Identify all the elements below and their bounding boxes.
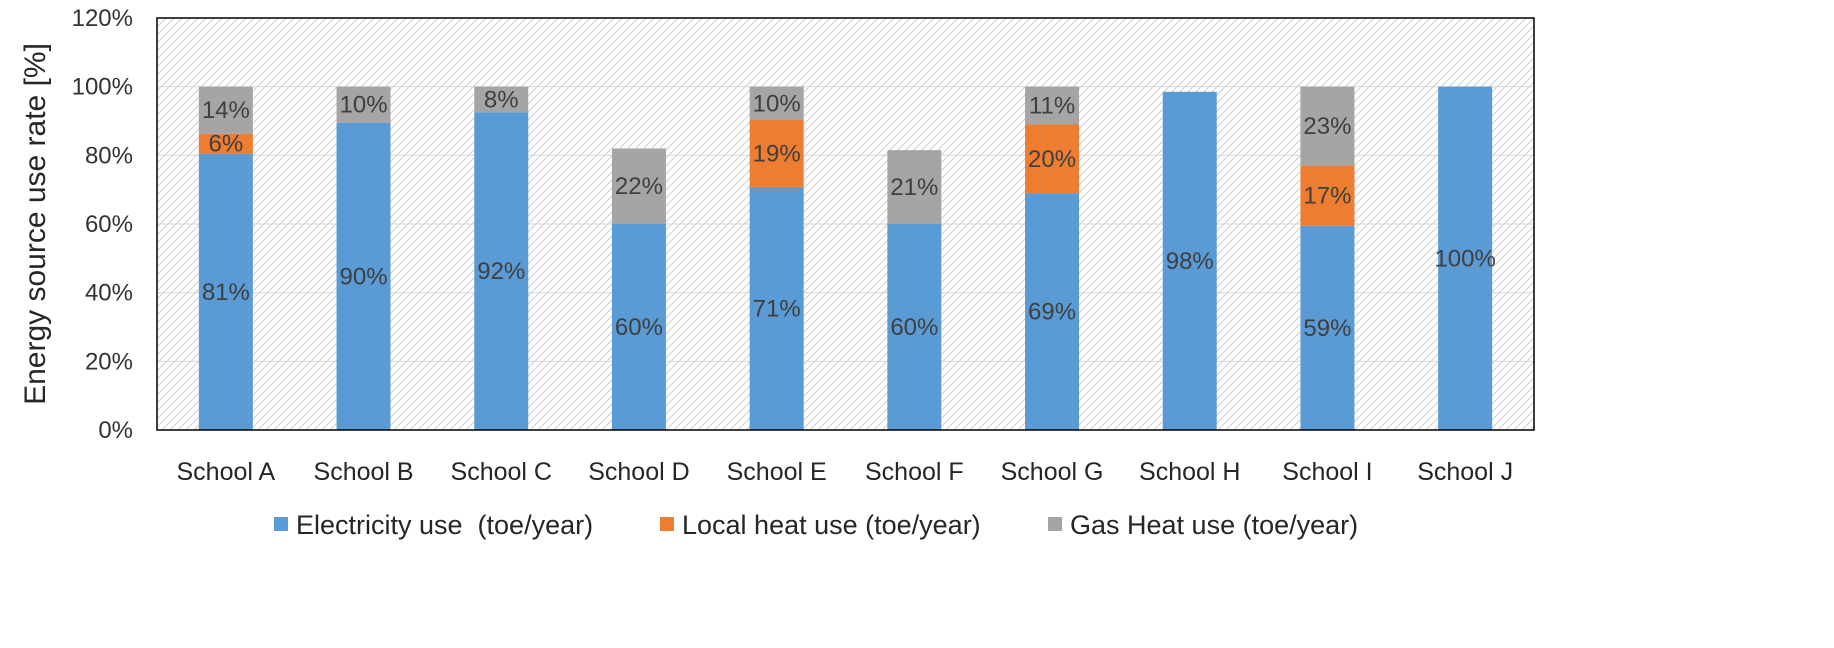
bar-segment	[198, 153, 253, 430]
bar-segment	[1300, 225, 1355, 430]
data-label: 59%	[1303, 315, 1351, 342]
category-label: School B	[314, 458, 414, 486]
bar-segment	[336, 122, 391, 430]
bar-segment	[1300, 165, 1355, 226]
bar-segment	[198, 86, 253, 134]
category-label: School H	[1139, 458, 1240, 486]
bars	[198, 86, 1493, 431]
bar-segment	[198, 133, 253, 154]
legend-label: Local heat use (toe/year)	[682, 510, 981, 540]
y-tick-label: 80%	[85, 142, 133, 169]
category-label: School A	[177, 458, 276, 486]
y-axis-label: Energy source use rate [%]	[19, 43, 52, 405]
data-label: 69%	[1028, 299, 1076, 326]
data-label: 10%	[753, 90, 801, 117]
category-label: School F	[865, 458, 964, 486]
category-label: School I	[1282, 458, 1372, 486]
legend-label: Electricity use (toe/year)	[296, 510, 593, 540]
data-label: 19%	[753, 140, 801, 167]
data-label: 100%	[1434, 245, 1495, 272]
data-label: 23%	[1303, 113, 1351, 140]
bar-segment	[1025, 86, 1080, 125]
category-label: School G	[1001, 458, 1104, 486]
bar-segment	[1438, 86, 1493, 431]
data-label: 21%	[890, 174, 938, 201]
bar-segment	[749, 86, 804, 120]
y-axis-ticks: 0% 20% 40% 60% 80% 100% 120%	[72, 5, 133, 444]
category-label: School E	[727, 458, 827, 486]
bar-segment	[611, 224, 666, 430]
y-tick-label: 40%	[85, 280, 133, 307]
x-axis-categories: School A School B School C School D School E…	[177, 458, 1514, 486]
legend: Electricity use (toe/year) Local heat use…	[274, 510, 1358, 540]
legend-label: Gas Heat use (toe/year)	[1070, 510, 1358, 540]
bar-segment	[1025, 193, 1080, 430]
data-label: 10%	[340, 92, 388, 119]
bar-segment	[1025, 124, 1080, 194]
legend-swatch	[660, 517, 674, 531]
data-label: 71%	[753, 295, 801, 322]
data-label: 60%	[615, 314, 663, 341]
bar-segment	[611, 148, 666, 224]
data-label: 90%	[340, 263, 388, 290]
data-label: 81%	[202, 279, 250, 306]
bar-segment	[887, 150, 942, 224]
bar-segment	[336, 86, 391, 123]
y-tick-label: 100%	[72, 74, 133, 101]
bar-segment	[474, 112, 529, 431]
data-label: 98%	[1166, 248, 1214, 275]
data-label: 60%	[890, 314, 938, 341]
legend-swatch	[1048, 517, 1062, 531]
y-tick-label: 20%	[85, 348, 133, 375]
category-label: School J	[1417, 458, 1513, 486]
category-label: School D	[588, 458, 689, 486]
data-label: 14%	[202, 97, 250, 124]
bar-segment	[474, 86, 529, 113]
data-label: 17%	[1303, 183, 1351, 210]
category-label: School C	[451, 458, 552, 486]
bar-segment	[749, 119, 804, 187]
bar-segment	[1300, 86, 1355, 166]
y-tick-label: 120%	[72, 5, 133, 32]
data-labels: 81% 6% 14% 90% 10% 92% 8% 60% 22% 71% 19% 10% 60% 21%…	[202, 87, 1496, 342]
data-label: 20%	[1028, 146, 1076, 173]
legend-swatch	[274, 517, 288, 531]
y-tick-label: 0%	[98, 417, 133, 444]
data-label: 22%	[615, 173, 663, 200]
bar-segment	[749, 186, 804, 430]
bar-segment	[1162, 91, 1217, 431]
plot-border	[156, 17, 1535, 431]
y-tick-label: 60%	[85, 211, 133, 238]
data-label: 6%	[209, 131, 244, 158]
data-label: 92%	[477, 258, 525, 285]
data-label: 8%	[484, 87, 519, 114]
bar-segment	[887, 224, 942, 430]
data-label: 11%	[1029, 93, 1075, 120]
